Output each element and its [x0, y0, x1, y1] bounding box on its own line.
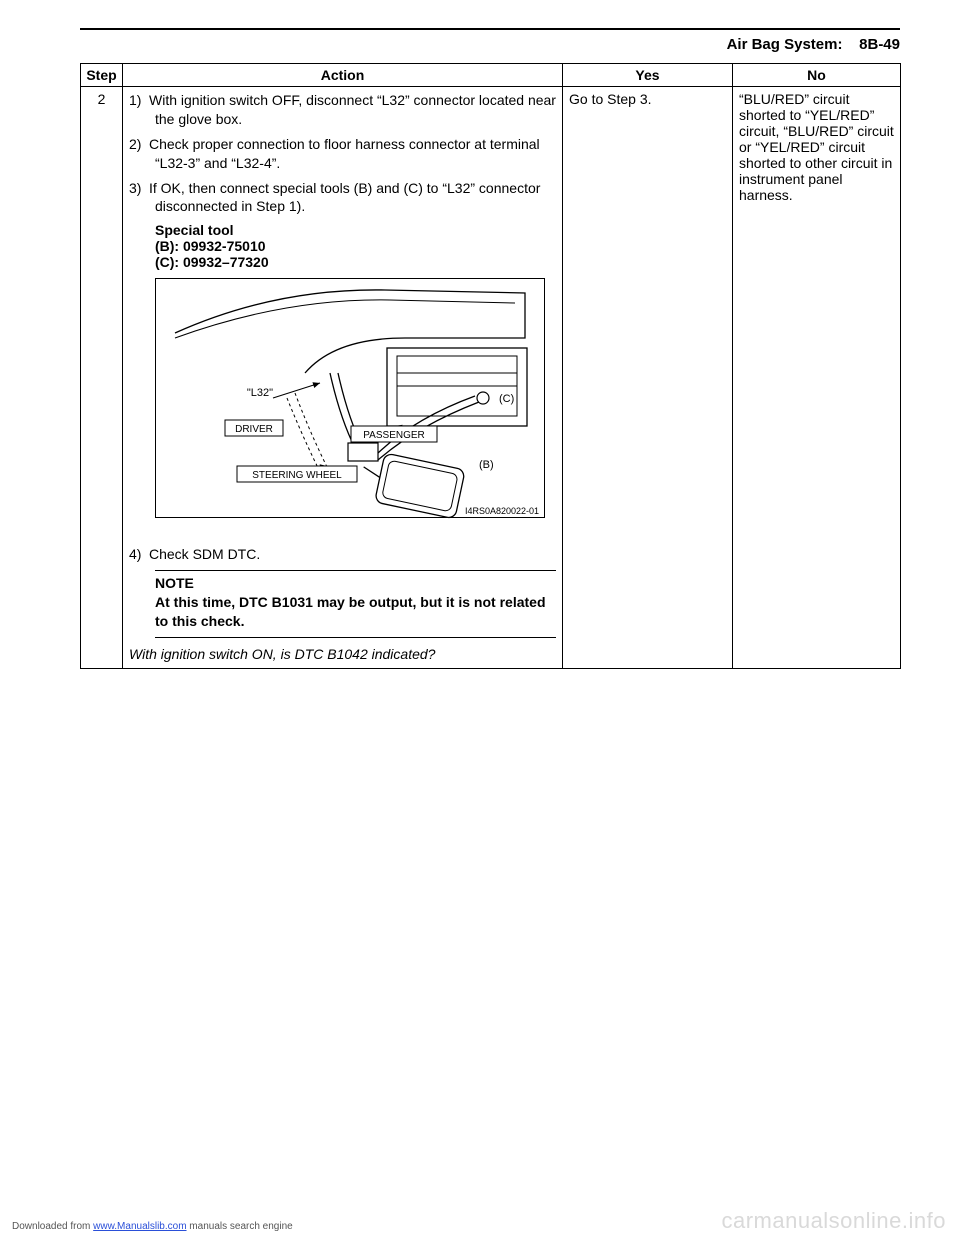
fig-passenger-label: PASSENGER: [363, 430, 425, 441]
fig-c-label: (C): [499, 393, 514, 405]
item-text: Check SDM DTC.: [149, 546, 260, 562]
action-item-3: 3)If OK, then connect special tools (B) …: [129, 179, 556, 217]
col-yes: Yes: [563, 64, 733, 87]
special-tool-title: Special tool: [155, 222, 556, 238]
item-text: If OK, then connect special tools (B) an…: [149, 180, 540, 215]
item-num: 2): [129, 135, 149, 154]
action-item-4: 4)Check SDM DTC.: [129, 545, 556, 564]
col-action: Action: [123, 64, 563, 87]
footer-link[interactable]: www.Manualslib.com: [93, 1221, 186, 1232]
diagnostic-table: Step Action Yes No 2 1)With ignition swi…: [80, 63, 901, 669]
note-label: NOTE: [155, 570, 556, 591]
yes-cell: Go to Step 3.: [563, 87, 733, 669]
col-no: No: [733, 64, 901, 87]
fig-l32-label: "L32": [247, 387, 273, 399]
fig-driver-label: DRIVER: [235, 424, 273, 435]
note-block: NOTE At this time, DTC B1031 may be outp…: [155, 570, 556, 638]
header-section: Air Bag System:: [727, 36, 843, 53]
page-header: Air Bag System: 8B-49: [80, 36, 900, 53]
step-number: 2: [81, 87, 123, 669]
action-item-2: 2)Check proper connection to floor harne…: [129, 135, 556, 173]
top-rule: [80, 28, 900, 30]
item-num: 1): [129, 91, 149, 110]
special-tool-c: (C): 09932–77320: [155, 254, 556, 270]
item-num: 4): [129, 545, 149, 564]
fig-code: I4RS0A820022-01: [465, 506, 539, 516]
item-text: With ignition switch OFF, disconnect “L3…: [149, 92, 556, 127]
special-tool-b: (B): 09932-75010: [155, 238, 556, 254]
question-text: With ignition switch ON, is DTC B1042 in…: [129, 646, 556, 662]
fig-steering-label: STEERING WHEEL: [252, 470, 342, 481]
special-tool-block: Special tool (B): 09932-75010 (C): 09932…: [155, 222, 556, 270]
table-row: 2 1)With ignition switch OFF, disconnect…: [81, 87, 901, 669]
fig-b-label: (B): [479, 459, 494, 471]
action-cell: 1)With ignition switch OFF, disconnect “…: [123, 87, 563, 669]
page: Air Bag System: 8B-49 Step Action Yes No…: [0, 0, 960, 1242]
action-list-cont: 4)Check SDM DTC.: [129, 545, 556, 564]
footer: Downloaded from www.Manualslib.com manua…: [12, 1221, 293, 1232]
action-list: 1)With ignition switch OFF, disconnect “…: [129, 91, 556, 216]
action-item-1: 1)With ignition switch OFF, disconnect “…: [129, 91, 556, 129]
header-page: 8B-49: [859, 36, 900, 53]
no-cell: “BLU/RED” circuit shorted to “YEL/RED” c…: [733, 87, 901, 669]
item-text: Check proper connection to floor harness…: [149, 136, 540, 171]
diagram-figure: "L32" DRIVER PASSENGER STEERING WHEEL (C…: [155, 278, 545, 541]
footer-suffix: manuals search engine: [187, 1221, 293, 1232]
diagram-svg: "L32" DRIVER PASSENGER STEERING WHEEL (C…: [155, 278, 545, 538]
col-step: Step: [81, 64, 123, 87]
item-num: 3): [129, 179, 149, 198]
footer-prefix: Downloaded from: [12, 1221, 93, 1232]
note-text: At this time, DTC B1031 may be output, b…: [155, 593, 556, 638]
table-header-row: Step Action Yes No: [81, 64, 901, 87]
watermark: carmanualsonline.info: [721, 1208, 946, 1234]
